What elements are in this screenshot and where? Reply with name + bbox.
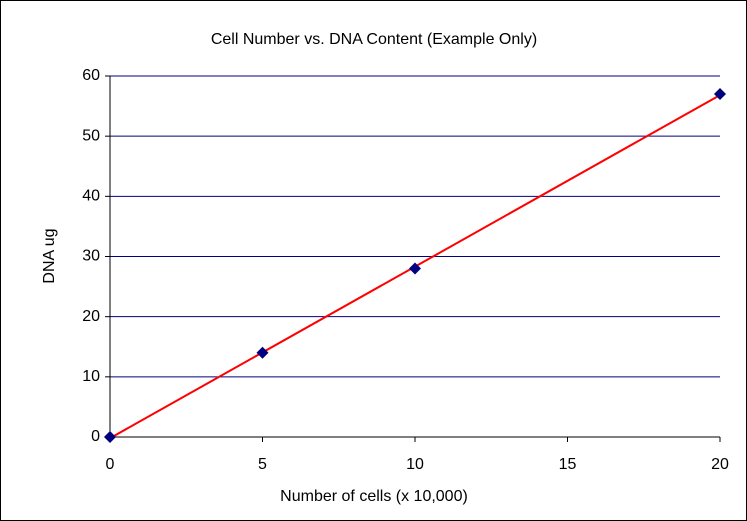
point — [256, 346, 269, 359]
chart-title: Cell Number vs. DNA Content (Example Onl… — [211, 31, 537, 48]
y-tick-label: 60 — [82, 67, 100, 84]
y-tick-label: 30 — [82, 248, 100, 265]
x-tick-label: 0 — [106, 456, 115, 473]
y-axis-label: DNA ug — [41, 228, 58, 283]
x-tick-label: 10 — [406, 456, 424, 473]
x-axis-label: Number of cells (x 10,000) — [280, 488, 468, 505]
y-tick-label: 0 — [91, 428, 100, 445]
point — [409, 262, 421, 275]
point — [104, 431, 116, 443]
x-tick-label: 15 — [559, 456, 577, 473]
y-tick-label: 10 — [82, 368, 100, 385]
x-tick-label: 20 — [711, 456, 729, 473]
y-tick-label: 50 — [82, 127, 100, 144]
point — [714, 88, 726, 101]
y-tick-label: 20 — [82, 308, 100, 325]
y-tick-label: 40 — [82, 188, 100, 205]
x-tick-label: 5 — [258, 456, 267, 473]
